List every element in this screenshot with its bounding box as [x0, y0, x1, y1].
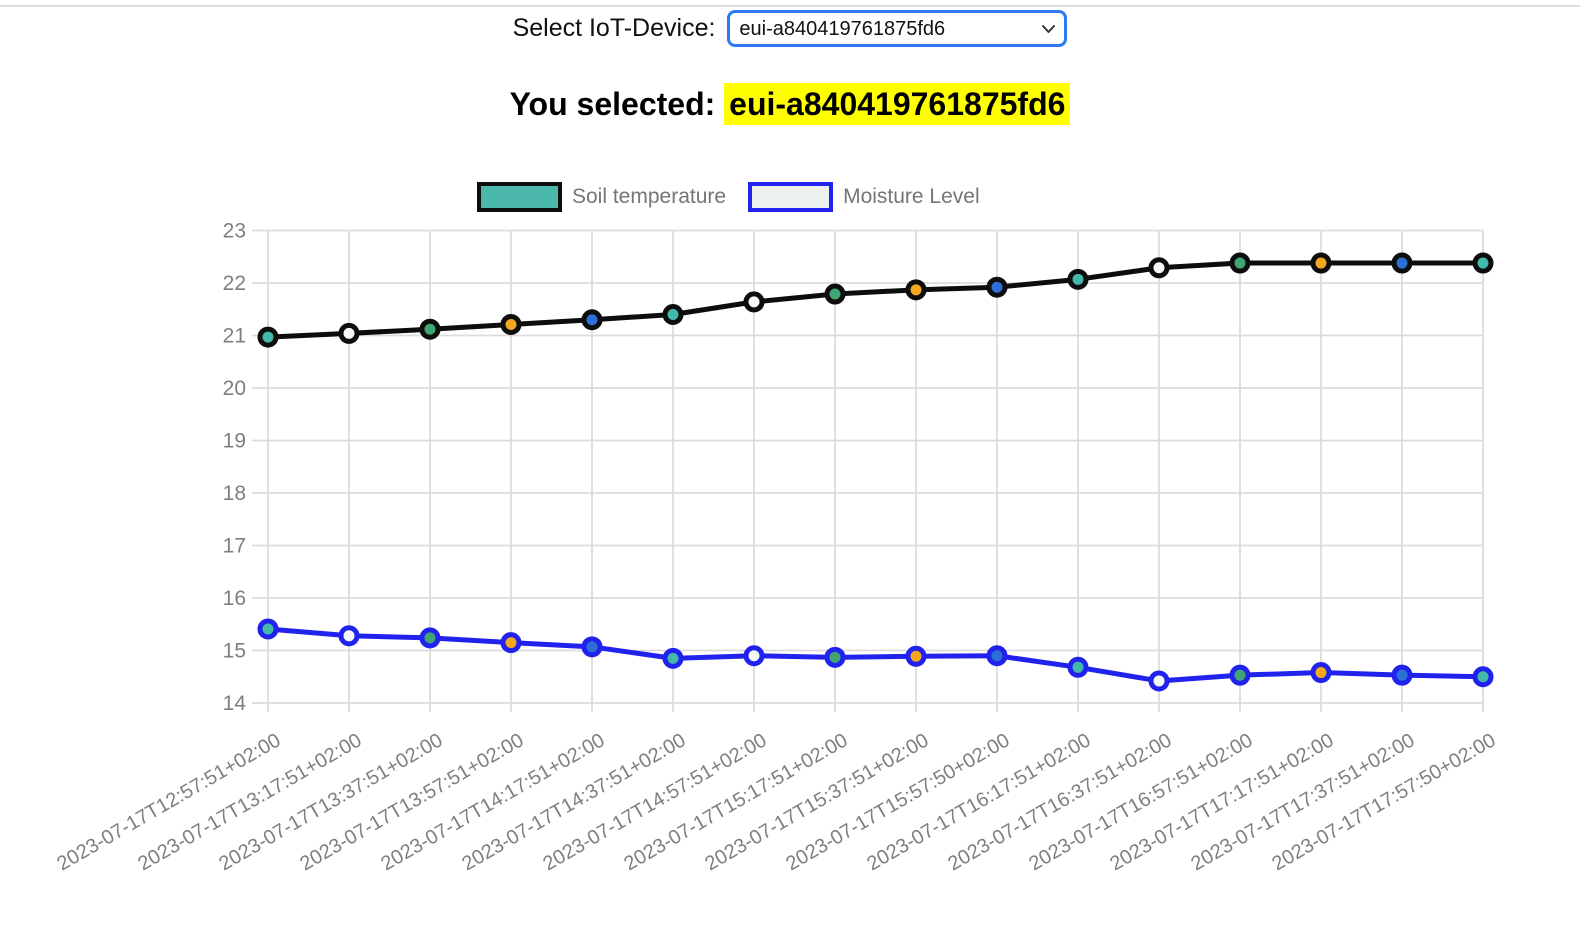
svg-text:22: 22 — [223, 272, 246, 295]
svg-text:16: 16 — [223, 587, 246, 610]
svg-text:19: 19 — [223, 430, 246, 453]
device-select[interactable]: eui-a840419761875fd6 — [727, 10, 1068, 47]
chart-legend: Soil temperature Moisture Level — [477, 182, 980, 212]
svg-text:20: 20 — [223, 377, 246, 400]
selection-banner-prefix: You selected: — [509, 86, 725, 122]
legend-swatch-soil-temperature[interactable] — [477, 182, 562, 212]
device-select-row: Select IoT-Device: eui-a840419761875fd6 — [0, 10, 1580, 47]
legend-swatch-moisture-level[interactable] — [748, 182, 834, 212]
legend-label-soil-temperature[interactable]: Soil temperature — [572, 185, 727, 208]
legend-label-moisture-level[interactable]: Moisture Level — [843, 185, 980, 208]
svg-text:15: 15 — [223, 640, 246, 663]
device-select-wrap: eui-a840419761875fd6 — [727, 10, 1068, 47]
svg-text:18: 18 — [223, 482, 246, 505]
selected-device-id: eui-a840419761875fd6 — [724, 83, 1071, 125]
svg-text:21: 21 — [223, 325, 246, 348]
top-divider — [0, 5, 1580, 7]
svg-text:14: 14 — [223, 692, 247, 715]
svg-text:17: 17 — [223, 535, 246, 558]
selection-banner: You selected: eui-a840419761875fd6 — [0, 83, 1580, 125]
svg-text:23: 23 — [223, 220, 246, 243]
device-select-label: Select IoT-Device: — [512, 14, 716, 42]
